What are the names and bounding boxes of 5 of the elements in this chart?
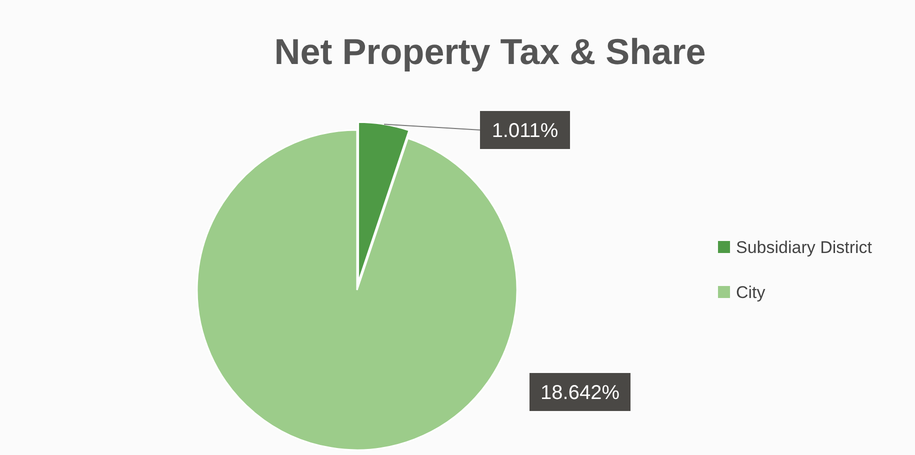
data-label: 18.642%: [540, 382, 620, 404]
legend-label: City: [736, 283, 766, 302]
chart-title: Net Property Tax & Share: [274, 31, 706, 72]
legend-label: Subsidiary District: [736, 238, 872, 257]
data-label: 1.011%: [492, 120, 558, 142]
